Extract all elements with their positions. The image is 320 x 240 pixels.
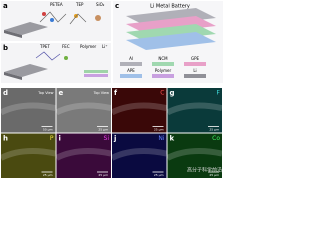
scale-label: 25 μm	[43, 173, 53, 177]
micrograph-label: k	[170, 135, 175, 143]
micrograph-grid: d Top View 50 μm e Top View 25 μm f C 25 μm g F 25 …	[0, 88, 223, 178]
atom	[42, 12, 46, 16]
micrograph	[112, 88, 167, 133]
micrograph-tag: Si	[104, 135, 110, 142]
micrograph	[167, 133, 222, 178]
molecule-label: SiO₂	[96, 2, 105, 7]
molecule-label: FEC	[62, 44, 70, 49]
legend-swatch	[120, 62, 142, 66]
texture	[110, 102, 168, 116]
scale-label: 50 μm	[43, 128, 53, 132]
scale-label: 25 μm	[98, 173, 108, 177]
scale-label: 25 μm	[98, 128, 108, 132]
panel-label: b	[3, 44, 8, 52]
scale-label: 25 μm	[209, 173, 219, 177]
molecule-label: PETEA	[50, 2, 63, 7]
layer-label: Polymer	[155, 68, 172, 73]
slab	[4, 22, 48, 35]
bond	[35, 51, 61, 61]
micrograph	[56, 88, 111, 133]
micrograph-tag: P	[50, 135, 54, 142]
bond	[39, 11, 67, 23]
slab-side	[4, 30, 22, 38]
micrograph-label: f	[114, 89, 118, 97]
layer-label: GPE	[191, 56, 200, 61]
legend-swatch	[152, 62, 174, 66]
layer	[84, 70, 108, 73]
panel-label: a	[3, 2, 8, 10]
micrograph	[167, 88, 222, 133]
micrograph-label: d	[3, 89, 8, 97]
slab-side	[4, 72, 22, 80]
micrograph-tag: F	[217, 90, 221, 97]
panel-a: a PETEA TEP SiO₂	[1, 1, 111, 41]
micrograph	[1, 88, 56, 133]
watermark: 高分子科学前沿	[187, 167, 222, 174]
scale-label: 25 μm	[209, 128, 219, 132]
panel-c: c Li Metal Battery Al NCM GPE APE Polyme…	[113, 1, 223, 83]
figure: a PETEA TEP SiO₂ b TPET FEC Polymer Li⁺ …	[0, 1, 223, 178]
micrograph-tag: C	[160, 90, 164, 97]
micrograph-label: h	[3, 135, 8, 143]
texture	[110, 148, 168, 161]
page: {"panel_a":{"label":"a","molecules":["PE…	[0, 0, 224, 180]
scale-label: 25 μm	[154, 173, 164, 177]
micrograph-tag: Ni	[158, 135, 164, 142]
molecule-label: TPET	[39, 44, 50, 49]
slab	[4, 64, 48, 77]
legend-swatch	[184, 62, 206, 66]
micrograph-tag: Top View	[93, 91, 109, 95]
micrograph-tag: Co	[212, 135, 220, 142]
layer-label: NCM	[158, 56, 168, 61]
panel-label: c	[115, 2, 119, 10]
texture	[0, 148, 57, 161]
molecule-label: Polymer	[80, 44, 97, 49]
molecule-label: Li⁺	[102, 44, 107, 49]
texture	[55, 102, 112, 116]
texture	[166, 102, 223, 116]
micrograph-tag: Top View	[37, 91, 53, 95]
micrograph	[112, 133, 167, 178]
legend-swatch	[184, 74, 206, 78]
micrograph	[1, 133, 56, 178]
layer-label: Al	[129, 56, 133, 61]
layer-label: APE	[127, 68, 135, 73]
bond	[69, 13, 87, 25]
panel-b: b TPET FEC Polymer Li⁺	[1, 43, 111, 83]
legend-swatch	[120, 74, 142, 78]
collector-layer	[126, 32, 216, 50]
legend-swatch	[152, 74, 174, 78]
texture	[55, 148, 112, 161]
micrograph-label: j	[113, 135, 116, 143]
micrograph	[56, 133, 111, 178]
micrograph-label: g	[170, 89, 175, 97]
layer-label: Li	[193, 68, 196, 73]
panel-title: Li Metal Battery	[150, 4, 190, 10]
micrograph-label: i	[59, 135, 61, 143]
layer	[84, 74, 108, 77]
scale-label: 25 μm	[154, 128, 164, 132]
molecule-label: TEP	[75, 2, 84, 7]
atom	[50, 18, 54, 22]
atom	[64, 56, 68, 60]
micrograph-label: e	[59, 89, 64, 97]
texture	[166, 148, 223, 161]
texture	[0, 102, 57, 116]
particle	[95, 15, 101, 21]
